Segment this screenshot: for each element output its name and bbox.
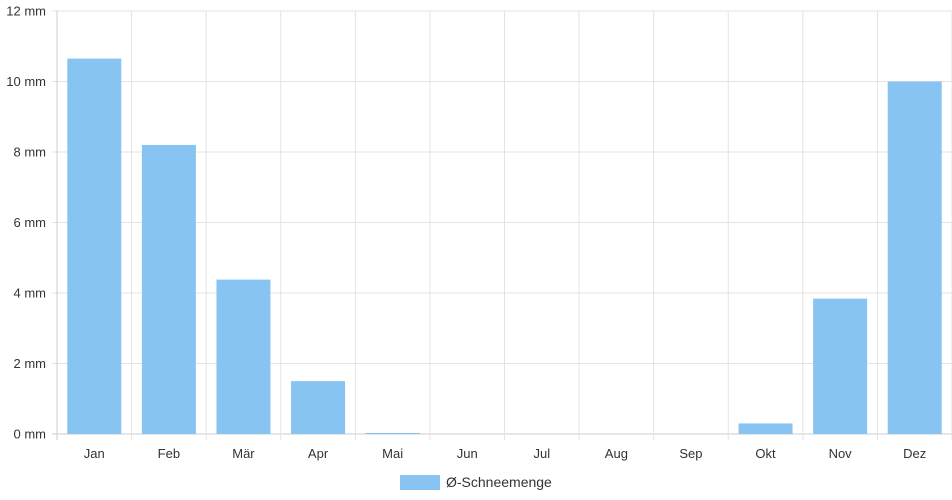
y-tick-label: 4 mm: [14, 286, 47, 301]
bar[interactable]: [141, 144, 196, 434]
bar[interactable]: [291, 381, 346, 434]
y-tick-label: 6 mm: [14, 215, 47, 230]
x-tick-label: Aug: [605, 446, 628, 461]
bar[interactable]: [738, 423, 793, 434]
x-tick-label: Nov: [829, 446, 853, 461]
x-axis: Jan Feb Mär Apr Mai Jun Jul Aug Sep Okt Nov Dez: [84, 446, 926, 461]
legend-swatch: [400, 475, 440, 490]
y-tick-label: 0 mm: [14, 427, 47, 442]
x-tick-label: Okt: [755, 446, 776, 461]
y-tick-label: 8 mm: [14, 145, 47, 160]
bar[interactable]: [887, 81, 942, 435]
x-tick-label: Dez: [903, 446, 926, 461]
x-tick-label: Sep: [679, 446, 702, 461]
legend-label: Ø-Schneemenge: [446, 474, 552, 490]
y-tick-label: 2 mm: [14, 356, 47, 371]
x-tick-label: Mai: [382, 446, 403, 461]
x-tick-label: Mär: [232, 446, 255, 461]
legend[interactable]: Ø-Schneemenge: [400, 474, 552, 490]
x-tick-label: Jun: [457, 446, 478, 461]
bar-series: [67, 58, 942, 435]
y-tick-label: 12 mm: [6, 4, 46, 19]
bar[interactable]: [67, 58, 122, 435]
x-tick-label: Apr: [308, 446, 329, 461]
x-tick-label: Feb: [158, 446, 180, 461]
y-tick-label: 10 mm: [6, 74, 46, 89]
bar[interactable]: [216, 279, 271, 434]
x-tick-label: Jul: [533, 446, 550, 461]
grid-lines: [52, 10, 952, 440]
bar[interactable]: [365, 432, 420, 434]
bar[interactable]: [813, 298, 868, 434]
x-tick-label: Jan: [84, 446, 105, 461]
y-axis: 0 mm 2 mm 4 mm 6 mm 8 mm 10 mm 12 mm: [6, 4, 46, 442]
